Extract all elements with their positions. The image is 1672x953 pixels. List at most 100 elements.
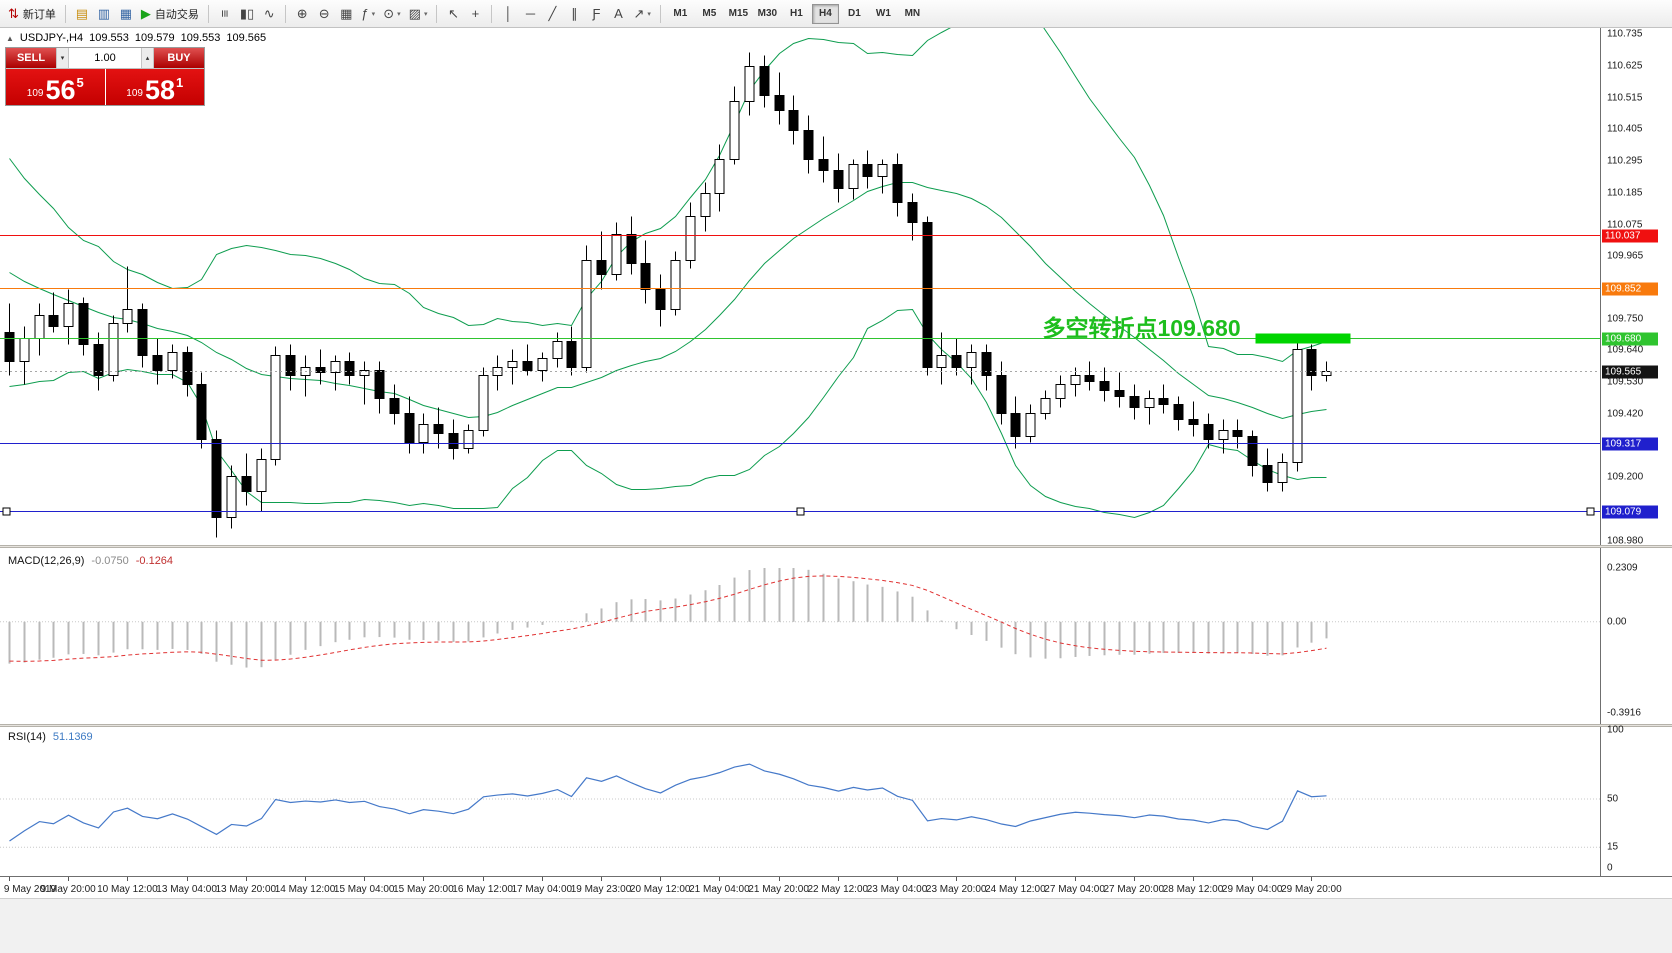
timeframe-w1-button[interactable]: W1 bbox=[875, 8, 891, 19]
time-axis-tick bbox=[837, 877, 839, 881]
price-axis[interactable]: 110.735 110.625 110.515 110.405 110.295 110.1… bbox=[1600, 28, 1672, 546]
macd-pane: 0.2309 0.00 -0.3916 MACD(12,26,9) -0.0750 … bbox=[0, 548, 1672, 724]
time-axis[interactable]: 9 May 2019 9 May 20:00 10 May 12:00 13 May … bbox=[0, 876, 1672, 898]
time-axis-tick bbox=[1193, 877, 1194, 881]
templates-button-dropdown-icon[interactable]: ▾ bbox=[423, 10, 428, 18]
vertical-line-button[interactable]: │ bbox=[497, 3, 519, 25]
crosshair-button[interactable]: + bbox=[464, 3, 486, 25]
timeframe-h1-button[interactable]: H1 bbox=[789, 8, 803, 19]
line-chart-button[interactable]: ∿ bbox=[258, 3, 280, 25]
pane-separator[interactable] bbox=[0, 724, 1672, 727]
time-axis-tick bbox=[601, 877, 602, 881]
timeframe-m15-button[interactable]: M15 bbox=[728, 8, 749, 19]
data-window-button[interactable]: ▦ bbox=[115, 3, 137, 25]
periods-button[interactable]: ⊙ ▾ bbox=[379, 3, 404, 25]
macd-axis[interactable]: 0.2309 0.00 -0.3916 bbox=[1600, 548, 1672, 724]
toolbar-separator bbox=[207, 4, 209, 23]
time-axis-label: 21 May 04:00 bbox=[689, 884, 750, 895]
profiles-button[interactable]: ▥ bbox=[93, 3, 115, 25]
time-axis-label: 15 May 20:00 bbox=[393, 884, 454, 895]
timeframe-m1-button[interactable]: M1 bbox=[673, 8, 688, 19]
macd-axis-tick: 0.00 bbox=[1607, 616, 1627, 628]
y-axis-tick: 109.200 bbox=[1607, 471, 1644, 482]
arrow-tools-button-dropdown-icon[interactable]: ▾ bbox=[647, 10, 651, 18]
time-axis-label: 9 May 20:00 bbox=[40, 884, 96, 895]
periods-button-dropdown-icon[interactable]: ▾ bbox=[397, 10, 401, 18]
horizontal-line-button[interactable]: ─ bbox=[519, 3, 541, 25]
text-label-button[interactable]: A bbox=[607, 3, 629, 25]
indicators-button[interactable]: ƒ ▾ bbox=[357, 3, 379, 25]
time-axis-label: 27 May 04:00 bbox=[1044, 884, 1105, 895]
equidistant-channel-icon: ∥ bbox=[571, 6, 578, 21]
chart-window-button[interactable]: ▤ bbox=[71, 3, 93, 25]
rsi-axis[interactable]: 100 50 15 0 bbox=[1600, 724, 1672, 876]
autotrading-button-label: 自动交易 bbox=[154, 8, 199, 21]
bar-chart-button[interactable]: ≡ bbox=[214, 3, 236, 25]
time-axis-label: 16 May 12:00 bbox=[452, 884, 513, 895]
volume-input[interactable] bbox=[69, 48, 141, 68]
ask-price-button[interactable]: 109 58 1 bbox=[105, 69, 204, 105]
zoom-in-icon: ⊕ bbox=[296, 6, 308, 21]
price-line-label: 110.037 bbox=[1602, 229, 1658, 242]
autotrading-icon: ▶ bbox=[140, 6, 151, 21]
timeframe-m5-button[interactable]: M5 bbox=[702, 8, 717, 19]
vertical-line-icon: │ bbox=[504, 6, 513, 21]
timeframe-mn-button[interactable]: MN bbox=[904, 8, 921, 19]
price-plot[interactable] bbox=[0, 0, 1600, 545]
trade-panel-top-row: SELL ▾ ▴ BUY bbox=[6, 48, 204, 69]
fibonacci-button[interactable]: Ƒ bbox=[585, 3, 607, 25]
time-axis-label: 14 May 12:00 bbox=[274, 884, 336, 895]
y-axis-tick: 110.185 bbox=[1607, 187, 1643, 198]
toolbar-separator bbox=[285, 4, 287, 23]
bid-price-button[interactable]: 109 56 5 bbox=[6, 69, 105, 105]
chart-window-icon: ▤ bbox=[75, 6, 89, 21]
one-click-panel-toggle-icon[interactable]: ▲ bbox=[6, 33, 14, 43]
quote-close: 109.565 bbox=[226, 32, 267, 44]
pane-separator[interactable] bbox=[0, 545, 1672, 548]
time-axis-tick bbox=[245, 877, 247, 881]
volume-increase-button[interactable]: ▴ bbox=[141, 48, 154, 68]
arrow-tools-button[interactable]: ↗ ▾ bbox=[629, 3, 654, 25]
time-axis-tick bbox=[541, 877, 543, 881]
tile-windows-button[interactable]: ▦ bbox=[335, 3, 357, 25]
time-axis-tick bbox=[305, 877, 306, 881]
candlestick-chart-button[interactable]: ▮▯ bbox=[236, 3, 258, 25]
rsi-value: 51.1369 bbox=[52, 731, 93, 743]
new-order-button[interactable]: ⇅ 新订单 bbox=[4, 3, 60, 25]
time-axis-label: 10 May 12:00 bbox=[97, 884, 158, 895]
quote-open: 109.553 bbox=[89, 32, 129, 44]
zoom-in-button[interactable]: ⊕ bbox=[291, 3, 313, 25]
timeframe-d1-button[interactable]: D1 bbox=[847, 8, 861, 19]
volume-decrease-button[interactable]: ▾ bbox=[56, 48, 69, 68]
buy-button[interactable]: BUY bbox=[154, 48, 204, 68]
time-axis-label: 28 May 12:00 bbox=[1162, 884, 1224, 895]
autotrading-button[interactable]: ▶ 自动交易 bbox=[137, 3, 203, 25]
trendline-button[interactable]: ╱ bbox=[541, 3, 563, 25]
timeframe-h4-button[interactable]: H4 bbox=[811, 3, 839, 24]
new-order-button-label: 新订单 bbox=[22, 8, 56, 21]
time-axis-tick bbox=[1252, 877, 1254, 881]
equidistant-channel-button[interactable]: ∥ bbox=[563, 3, 585, 25]
time-axis-tick bbox=[482, 877, 484, 881]
symbol-period: USDJPY-,H4 bbox=[19, 32, 84, 44]
timeframe-m30-button[interactable]: M30 bbox=[757, 8, 778, 19]
rsi-plot[interactable] bbox=[0, 727, 1600, 876]
indicators-button-dropdown-icon[interactable]: ▾ bbox=[371, 10, 376, 18]
profiles-icon: ▥ bbox=[97, 6, 111, 21]
cursor-button[interactable]: ↖ bbox=[442, 3, 464, 25]
y-axis-tick: 108.980 bbox=[1607, 535, 1644, 546]
time-axis-tick bbox=[1074, 877, 1076, 881]
zoom-out-button[interactable]: ⊖ bbox=[313, 3, 335, 25]
sell-button[interactable]: SELL bbox=[6, 48, 56, 68]
templates-button[interactable]: ▨ ▾ bbox=[405, 3, 432, 25]
macd-plot[interactable] bbox=[0, 548, 1600, 724]
rsi-axis-tick: 100 bbox=[1607, 724, 1624, 736]
macd-label: MACD(12,26,9) -0.0750 -0.1264 bbox=[8, 555, 173, 567]
y-axis-tick: 110.625 bbox=[1607, 60, 1643, 71]
time-axis-tick bbox=[364, 877, 366, 881]
y-axis-tick: 109.420 bbox=[1607, 408, 1644, 419]
price-pane: 110.735 110.625 110.515 110.405 110.295 110.1… bbox=[0, 0, 1672, 546]
ask-price-figure: 109 bbox=[126, 88, 143, 99]
y-axis-tick: 109.530 bbox=[1607, 376, 1644, 387]
